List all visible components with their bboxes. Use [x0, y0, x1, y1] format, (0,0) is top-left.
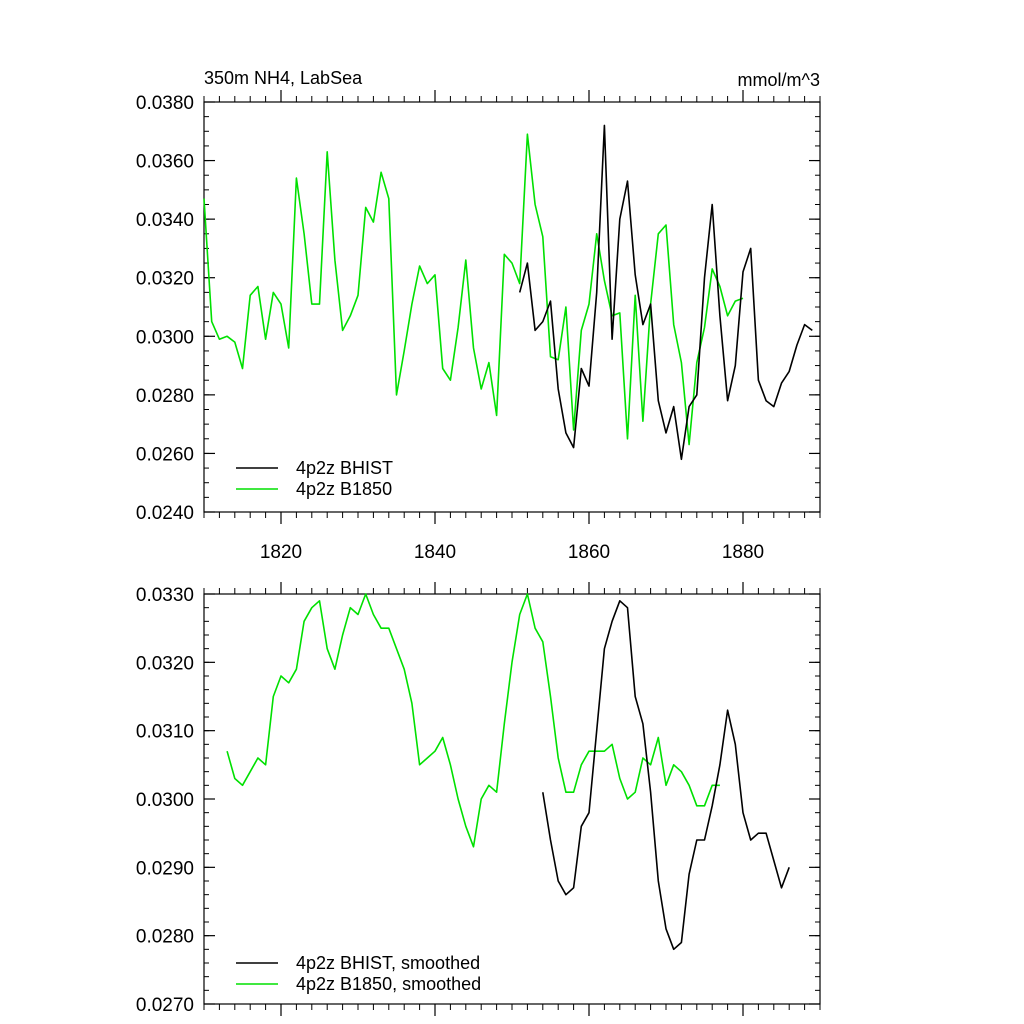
y-tick-label: 0.0340 — [136, 210, 194, 231]
plot-frame — [203, 593, 821, 1005]
chart-units-label: mmol/m^3 — [738, 70, 820, 90]
legend-label: 4p2z B1850, smoothed — [296, 974, 481, 994]
series-line-b1850 — [203, 133, 744, 446]
series-line-bhist — [518, 124, 813, 461]
y-tick-label: 0.0290 — [136, 858, 194, 879]
bottom-panel: 0.0270 0.0280 0.0290 0.0300 0.0310 0.0320 0.03… — [136, 582, 821, 1016]
x-tick-label: 1880 — [722, 542, 764, 563]
top-panel: 0.0240 0.0260 0.0280 0.0300 0.0320 0.0340 0.03… — [136, 90, 821, 563]
y-tick-label: 0.0320 — [136, 269, 194, 290]
y-tick-label: 0.0300 — [136, 327, 194, 348]
y-tick-label: 0.0270 — [136, 995, 194, 1016]
legend-label: 4p2z B1850 — [296, 479, 392, 499]
x-tick-label: 1860 — [568, 542, 610, 563]
legend-label: 4p2z BHIST, smoothed — [296, 953, 480, 973]
plot-frame — [203, 101, 821, 513]
series-line-b1850 — [226, 593, 720, 848]
y-tick-label: 0.0320 — [136, 653, 194, 674]
y-tick-label: 0.0280 — [136, 927, 194, 948]
chart-title-left: 350m NH4, LabSea — [204, 68, 363, 88]
series-line-bhist — [542, 599, 790, 951]
y-tick-label: 0.0240 — [136, 503, 194, 524]
y-tick-label: 0.0260 — [136, 444, 194, 465]
y-tick-label: 0.0360 — [136, 152, 194, 173]
y-tick-label: 0.0330 — [136, 585, 194, 606]
y-tick-label: 0.0280 — [136, 386, 194, 407]
y-tick-label: 0.0300 — [136, 790, 194, 811]
legend-label: 4p2z BHIST — [296, 458, 393, 478]
x-tick-label: 1820 — [260, 542, 302, 563]
y-tick-label: 0.0380 — [136, 93, 194, 114]
x-tick-label: 1840 — [414, 542, 456, 563]
y-tick-label: 0.0310 — [136, 722, 194, 743]
